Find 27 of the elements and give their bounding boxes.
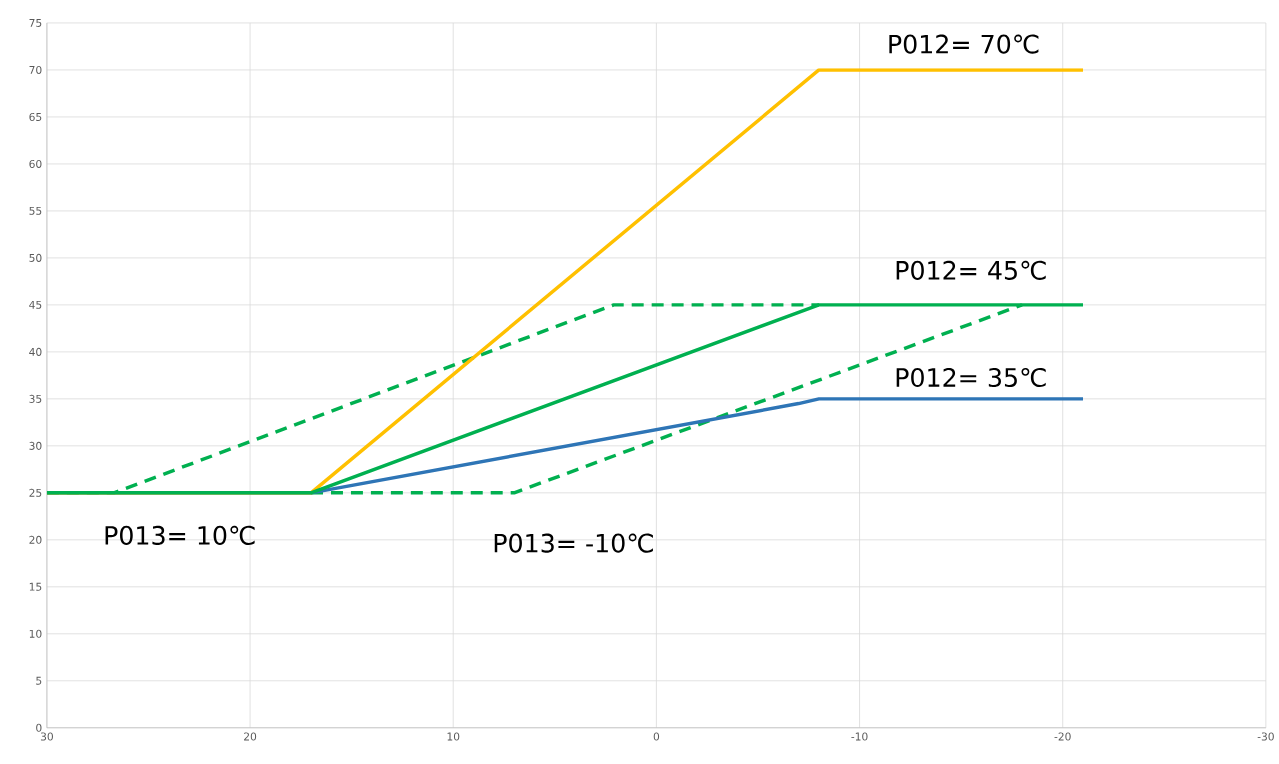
y-tick-label: 15: [29, 583, 42, 591]
x-tick-label: -10: [851, 732, 868, 741]
y-tick-label: 65: [29, 113, 42, 122]
annotation: P012= 35℃: [896, 368, 1046, 388]
y-tick-label: 0: [36, 723, 42, 732]
y-tick-label: 55: [29, 207, 42, 216]
y-tick-label: 35: [29, 394, 42, 404]
annotation: P013= 10℃: [105, 525, 255, 546]
y-tick-label: 50: [29, 254, 42, 263]
y-tick-label: 45: [29, 301, 42, 309]
y-tick-label: 75: [29, 19, 42, 28]
x-tick-label: 0: [653, 732, 660, 741]
y-tick-label: 70: [29, 66, 42, 75]
y-tick-label: 60: [29, 160, 42, 169]
annotation: P012= 70℃: [889, 34, 1039, 54]
annotation: P012= 45℃: [896, 260, 1046, 281]
annotation: P013= -10℃: [494, 533, 653, 553]
y-tick-label: 25: [29, 488, 42, 497]
y-tick-label: 10: [29, 629, 42, 638]
y-tick-label: 40: [29, 347, 42, 357]
y-tick-label: 30: [29, 441, 42, 451]
x-tick-label: -30: [1257, 732, 1274, 741]
y-tick-label: 20: [29, 535, 42, 544]
x-tick-label: 20: [244, 732, 257, 741]
x-tick-label: 10: [447, 732, 460, 741]
y-tick-label: 5: [36, 676, 42, 685]
x-tick-label: -20: [1054, 732, 1071, 741]
